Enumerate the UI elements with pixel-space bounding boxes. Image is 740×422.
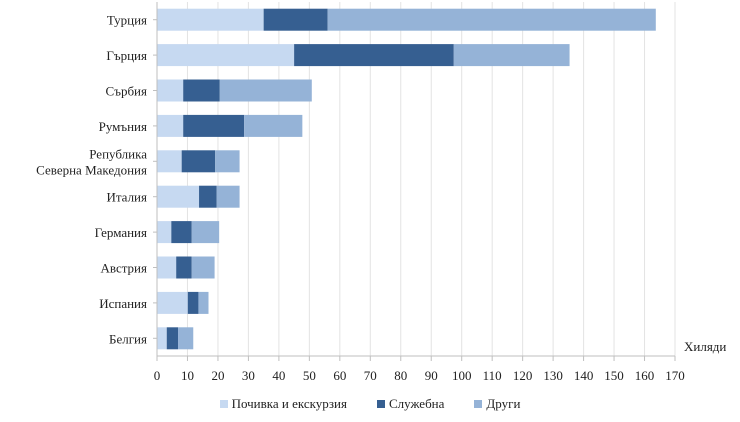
x-tick-label: 30: [242, 368, 255, 383]
bar-segment-1: [182, 150, 216, 172]
stacked-bar-chart: 0 10 20 30 40 50 60 70 80 90 100 110 120 130 140 150 160…: [0, 0, 740, 395]
bar-segment-2: [217, 186, 240, 208]
x-tick-label: 160: [635, 368, 655, 383]
bar-segment-1: [183, 115, 244, 137]
bar-segment-0: [157, 80, 183, 102]
x-tick-label: 50: [303, 368, 316, 383]
category-label: Италия: [106, 190, 147, 205]
category-label: Германия: [95, 225, 147, 240]
bar-segment-2: [178, 327, 193, 349]
bars: [157, 9, 656, 350]
bar-segment-1: [171, 221, 191, 243]
category-label: Испания: [99, 296, 147, 311]
x-tick-label: 70: [364, 368, 377, 383]
x-axis-unit-label: Хиляди: [684, 339, 726, 354]
bar-segment-1: [176, 257, 192, 279]
category-label: Сърбия: [106, 84, 147, 99]
bar-segment-0: [157, 292, 188, 314]
legend-item: Други: [474, 396, 520, 412]
bar-segment-0: [157, 44, 294, 66]
bar-segment-0: [157, 257, 176, 279]
bar-segment-2: [220, 80, 312, 102]
legend-item: Служебна: [377, 396, 444, 412]
x-tick-label: 0: [154, 368, 161, 383]
x-tick-label: 90: [425, 368, 438, 383]
bar-segment-2: [244, 115, 302, 137]
x-tick-label: 10: [181, 368, 194, 383]
x-tick-label: 110: [483, 368, 502, 383]
category-label: Гърция: [106, 48, 147, 63]
legend-label: Служебна: [389, 396, 444, 412]
category-label: Северна Македония: [36, 162, 147, 177]
category-label: Турция: [107, 13, 147, 28]
bar-segment-2: [192, 221, 219, 243]
x-tick-label: 130: [543, 368, 563, 383]
x-tick-label: 40: [272, 368, 285, 383]
bar-segment-0: [157, 115, 183, 137]
bar-segment-0: [157, 9, 264, 31]
bar-segment-0: [157, 186, 199, 208]
bar-segment-1: [188, 292, 199, 314]
x-tick-label: 60: [333, 368, 346, 383]
bar-segment-2: [328, 9, 656, 31]
bar-segment-1: [294, 44, 454, 66]
x-tick-label: 80: [394, 368, 407, 383]
legend-swatch: [474, 400, 482, 408]
x-tick-label: 100: [452, 368, 472, 383]
category-label: Румъния: [99, 119, 147, 134]
x-tick-label: 120: [513, 368, 533, 383]
category-label: Република: [89, 146, 147, 161]
category-label: Белгия: [109, 331, 147, 346]
bar-segment-2: [454, 44, 570, 66]
legend-label: Почивка и екскурзия: [232, 396, 347, 412]
bar-segment-1: [183, 80, 220, 102]
category-labels: Турция Гърция Сърбия Румъния РепубликаСеверн…: [36, 13, 147, 347]
legend-item: Почивка и екскурзия: [220, 396, 347, 412]
bar-segment-1: [264, 9, 328, 31]
x-tick-label: 170: [665, 368, 685, 383]
legend-label: Други: [486, 396, 520, 412]
bar-segment-2: [215, 150, 239, 172]
legend-swatch: [377, 400, 385, 408]
bar-segment-2: [192, 257, 215, 279]
x-tick-label: 140: [574, 368, 594, 383]
category-label: Австрия: [101, 261, 148, 276]
legend: Почивка и екскурзия Служебна Други: [0, 396, 740, 412]
bar-segment-1: [167, 327, 178, 349]
bar-segment-1: [199, 186, 217, 208]
bar-segment-2: [198, 292, 208, 314]
bar-segment-0: [157, 327, 167, 349]
bar-segment-0: [157, 221, 171, 243]
x-tick-label: 20: [211, 368, 224, 383]
x-tick-label: 150: [604, 368, 624, 383]
bar-segment-0: [157, 150, 182, 172]
legend-swatch: [220, 400, 228, 408]
